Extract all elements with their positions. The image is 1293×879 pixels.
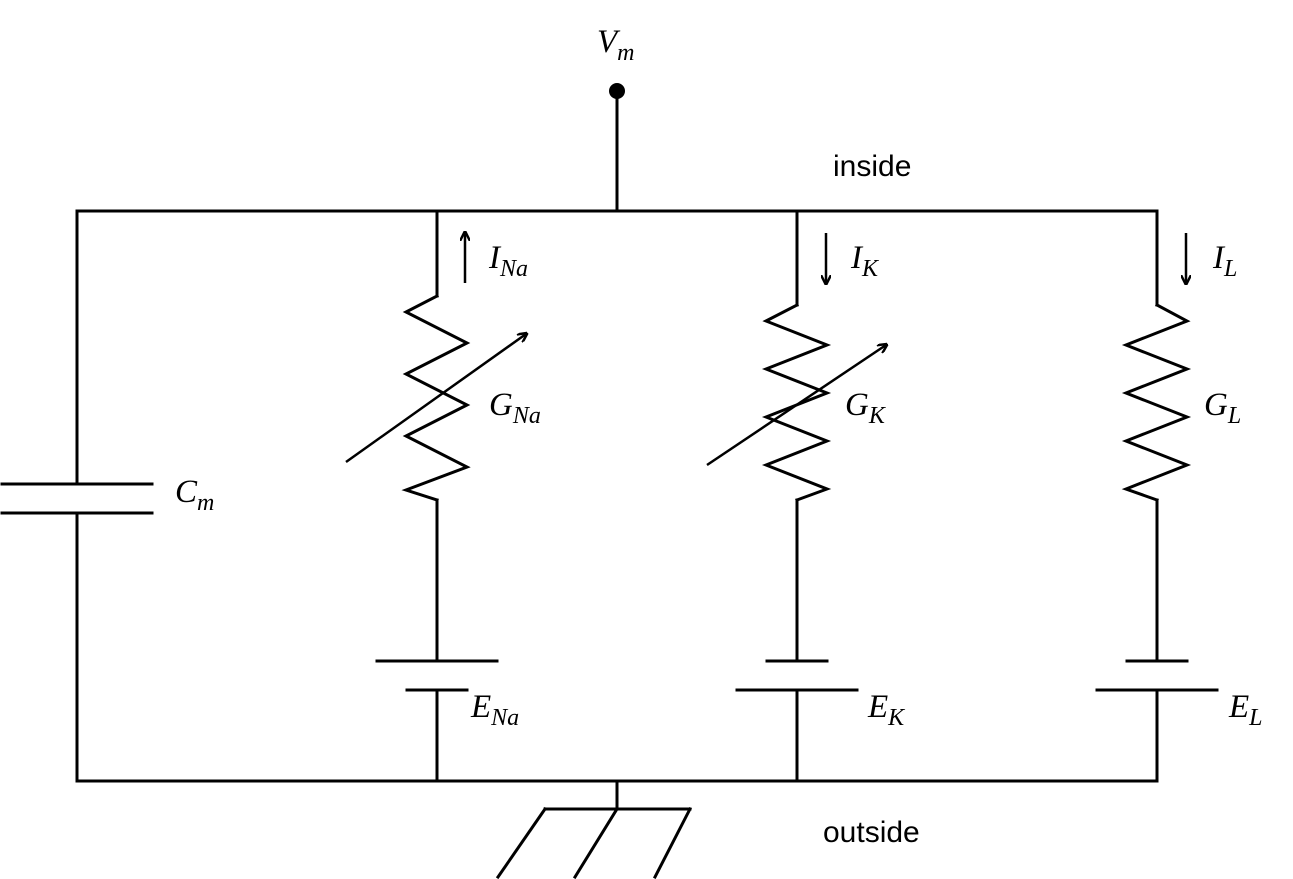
potassium-variable-arrow xyxy=(706,345,886,467)
sodium-branch xyxy=(345,209,526,783)
i-na-label: INa xyxy=(488,240,528,282)
inside-label: inside xyxy=(833,150,911,183)
cm-label: Cm xyxy=(175,474,214,516)
membrane-capacitor xyxy=(0,209,154,783)
i-k-label: IK xyxy=(850,240,880,282)
potassium-branch xyxy=(706,209,886,783)
potassium-conductance-resistor xyxy=(761,302,832,502)
outside-label: outside xyxy=(823,816,920,849)
sodium-variable-arrow xyxy=(345,334,526,464)
e-k-label: EK xyxy=(867,689,906,731)
vm-terminal xyxy=(609,83,625,213)
e-l-label: EL xyxy=(1228,689,1263,731)
leak-branch xyxy=(1095,209,1219,783)
g-na-label: GNa xyxy=(489,387,541,429)
e-na-label: ENa xyxy=(470,689,519,731)
i-l-label: IL xyxy=(1212,240,1237,282)
ground-symbol xyxy=(495,779,693,879)
g-k-label: GK xyxy=(845,387,887,429)
sodium-conductance-resistor xyxy=(401,293,471,502)
leak-conductance-resistor xyxy=(1121,302,1192,502)
g-l-label: GL xyxy=(1204,387,1241,429)
vm-label: Vm xyxy=(597,24,635,66)
